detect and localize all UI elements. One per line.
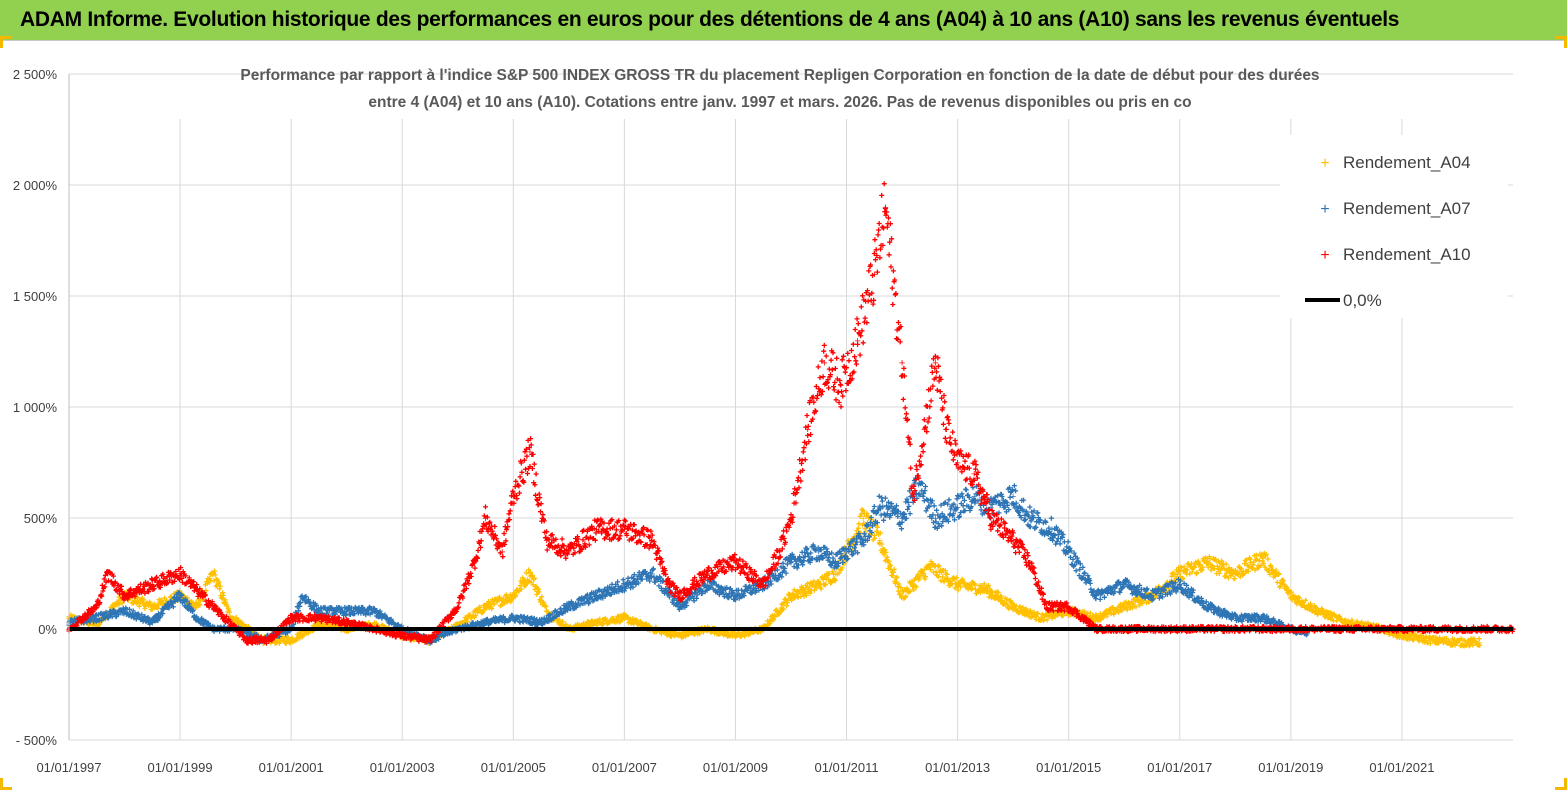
data-point: + — [1010, 491, 1016, 503]
data-point: + — [593, 524, 599, 536]
chart-title-line-1: Performance par rapport à l'indice S&P 5… — [240, 67, 1319, 84]
legend-box — [1280, 135, 1508, 318]
report-banner: ADAM Informe. Evolution historique des p… — [0, 0, 1567, 41]
x-tick-label: 01/01/2017 — [1147, 760, 1212, 775]
data-point: + — [988, 502, 994, 514]
data-point: + — [649, 569, 655, 581]
data-point: + — [177, 591, 183, 603]
x-tick-label: 01/01/2003 — [370, 760, 435, 775]
data-point: + — [804, 424, 810, 436]
data-point: + — [877, 535, 883, 547]
corner-mark-top-left — [0, 36, 12, 48]
data-point: + — [954, 458, 960, 470]
axes: - 500% 0% 500% 1 000% 1 500% 2 000% 2 500% 01/0… — [13, 67, 1435, 775]
x-tick-label: 01/01/2009 — [703, 760, 768, 775]
x-tick-label: 01/01/2019 — [1258, 760, 1323, 775]
data-point: + — [543, 535, 549, 547]
legend-marker: + — [1320, 247, 1329, 264]
data-point: + — [899, 513, 905, 525]
data-point: + — [105, 569, 111, 581]
x-tick-label: 01/01/1999 — [148, 760, 213, 775]
y-tick-label: 1 000% — [13, 400, 58, 415]
legend: + Rendement_A04 + Rendement_A07 + Rendement_A… — [1280, 135, 1508, 318]
legend-label: Rendement_A04 — [1343, 153, 1471, 172]
data-point: + — [860, 513, 866, 525]
data-point: + — [916, 480, 922, 492]
x-tick-label: 01/01/2011 — [814, 760, 878, 775]
data-point: + — [932, 358, 938, 370]
x-tick-label: 01/01/2021 — [1369, 760, 1434, 775]
legend-marker: + — [1320, 201, 1329, 218]
data-point: + — [1027, 513, 1033, 525]
data-point: + — [932, 513, 938, 525]
y-tick-label: 0% — [38, 622, 57, 637]
x-tick-label: 01/01/2005 — [481, 760, 546, 775]
data-point: + — [821, 358, 827, 370]
data-point: + — [899, 358, 905, 370]
data-point: + — [988, 513, 994, 525]
x-tick-label: 01/01/2015 — [1036, 760, 1101, 775]
legend-label: 0,0% — [1343, 291, 1382, 310]
corner-mark-top-right — [1555, 36, 1567, 48]
data-point: + — [149, 580, 155, 592]
data-point: + — [843, 546, 849, 558]
legend-label: Rendement_A07 — [1343, 199, 1471, 218]
y-tick-label: 500% — [24, 511, 58, 526]
legend-marker: + — [1320, 155, 1329, 172]
data-point: + — [527, 446, 533, 458]
chart-title-line-2: entre 4 (A04) et 10 ans (A10). Cotations… — [368, 94, 1191, 111]
corner-mark-bottom-right — [1555, 778, 1567, 790]
series-rendement-a07: ++++++++ + +++ + +++++++++++++++++++++++++++… — [66, 473, 1311, 647]
x-tick-label: 01/01/2007 — [592, 760, 657, 775]
y-tick-label: 2 500% — [13, 67, 58, 82]
y-tick-label: 1 500% — [13, 289, 58, 304]
x-tick-label: 01/01/1997 — [36, 760, 101, 775]
data-point: + — [854, 335, 860, 347]
data-point: + — [816, 546, 822, 558]
y-tick-label: - 500% — [16, 733, 58, 748]
data-point: + — [427, 635, 433, 647]
data-point: + — [732, 557, 738, 569]
data-point: + — [482, 513, 488, 525]
x-tick-label: 01/01/2001 — [259, 760, 324, 775]
chart-title: Performance par rapport à l'indice S&P 5… — [240, 67, 1319, 111]
corner-mark-bottom-left — [0, 778, 12, 790]
y-tick-label: 2 000% — [13, 178, 58, 193]
legend-label: Rendement_A10 — [1343, 245, 1471, 264]
data-point: + — [1049, 524, 1055, 536]
data-point: + — [971, 491, 977, 503]
banner-title: ADAM Informe. Evolution historique des p… — [20, 8, 1400, 31]
x-tick-label: 01/01/2013 — [925, 760, 990, 775]
scatter-cloud — [66, 473, 1310, 646]
